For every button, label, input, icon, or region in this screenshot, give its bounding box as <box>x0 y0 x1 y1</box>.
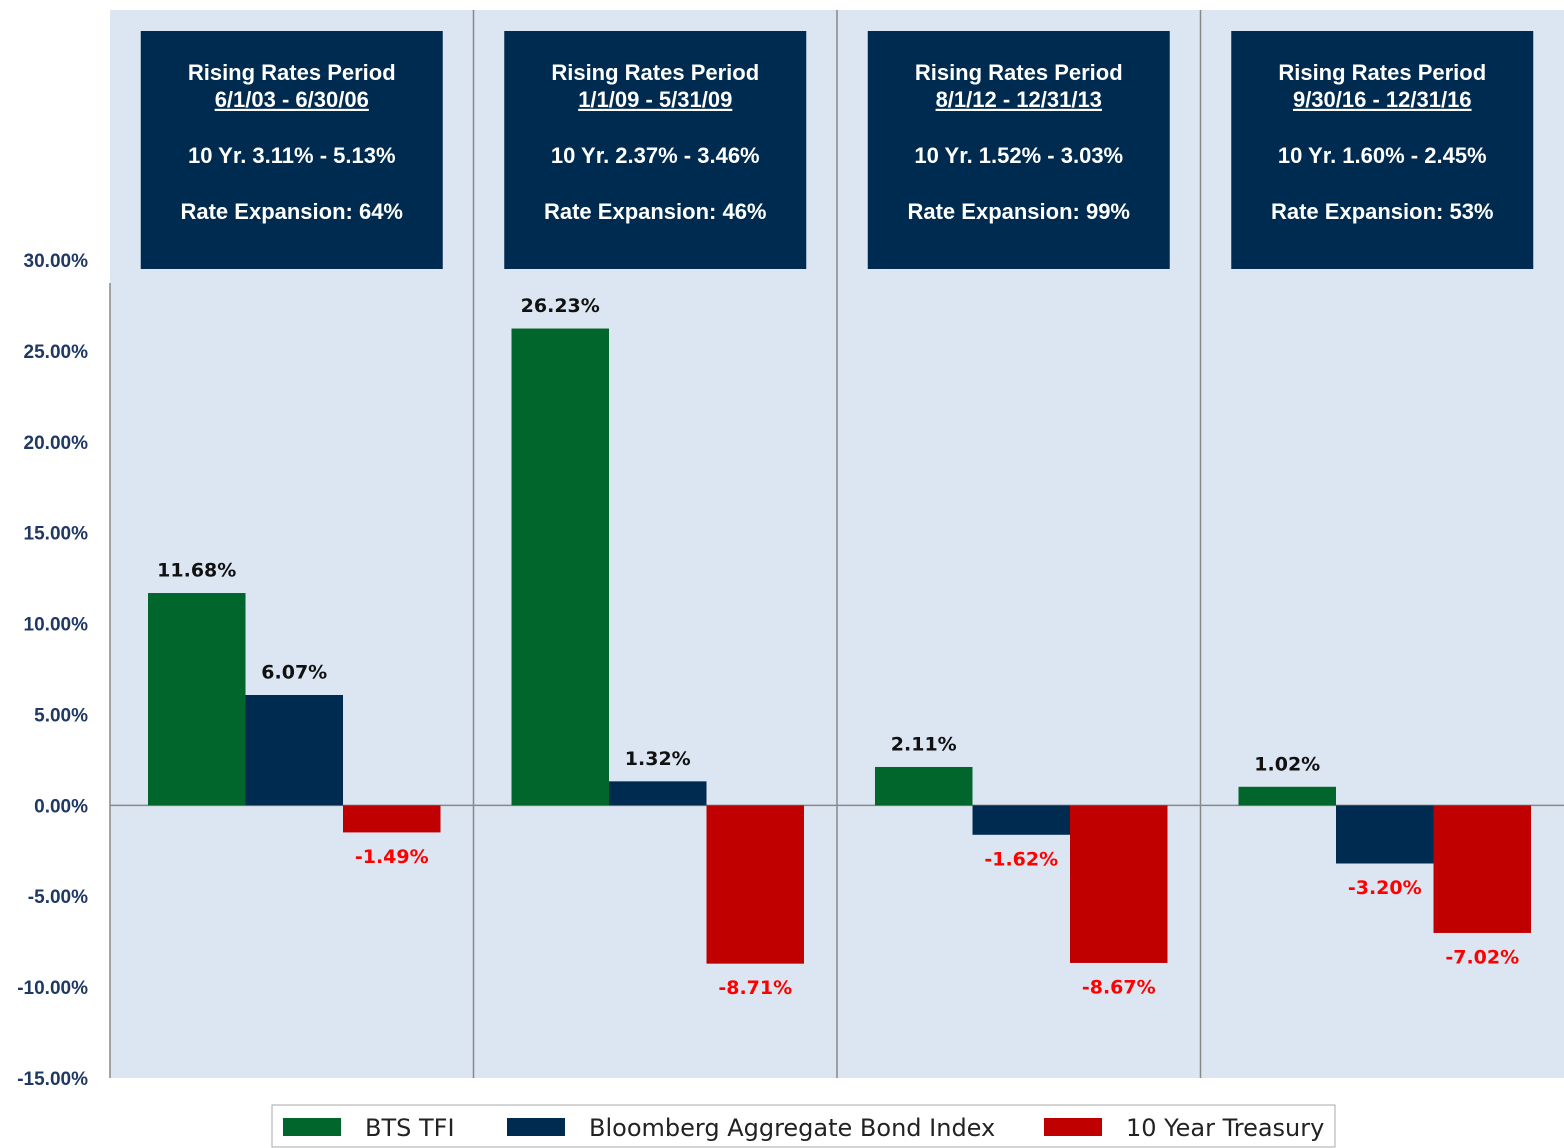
y-tick-label: -10.00% <box>17 978 88 999</box>
period-dates: 1/1/09 - 5/31/09 <box>578 87 732 112</box>
legend-label: Bloomberg Aggregate Bond Index <box>589 1114 995 1142</box>
legend-swatch <box>1044 1118 1102 1136</box>
value-label: -7.02% <box>1445 946 1519 968</box>
y-tick-label: 30.00% <box>24 251 89 272</box>
bar <box>706 805 804 964</box>
period-title: Rising Rates Period <box>551 60 759 85</box>
period-range: 10 Yr. 3.11% - 5.13% <box>188 143 396 168</box>
bar <box>343 805 441 833</box>
bar <box>1433 805 1531 933</box>
period-box <box>1231 31 1534 269</box>
bar <box>1070 805 1168 963</box>
period-dates: 8/1/12 - 12/31/13 <box>936 87 1102 112</box>
period-box <box>140 31 443 269</box>
period-range: 10 Yr. 1.60% - 2.45% <box>1278 143 1487 168</box>
bar <box>972 805 1070 835</box>
y-tick-label: 15.00% <box>24 524 89 545</box>
period-title: Rising Rates Period <box>915 60 1123 85</box>
bar <box>511 328 609 806</box>
period-range: 10 Yr. 2.37% - 3.46% <box>551 143 760 168</box>
period-dates: 9/30/16 - 12/31/16 <box>1293 87 1472 112</box>
period-expansion: Rate Expansion: 46% <box>544 199 767 224</box>
value-label: -3.20% <box>1348 877 1422 899</box>
bar <box>148 593 246 806</box>
y-tick-label: -15.00% <box>17 1069 88 1090</box>
bar <box>245 694 343 806</box>
y-tick-label: 0.00% <box>34 796 88 817</box>
bar <box>1336 805 1434 864</box>
legend-swatch <box>283 1118 341 1136</box>
value-label: -8.67% <box>1082 976 1156 998</box>
value-label: -1.62% <box>984 848 1058 870</box>
legend-label: 10 Year Treasury <box>1126 1114 1324 1142</box>
y-tick-label: 25.00% <box>24 342 89 363</box>
legend-label: BTS TFI <box>365 1114 455 1142</box>
bar <box>1238 786 1336 806</box>
y-tick-label: 5.00% <box>34 705 88 726</box>
value-label: 1.32% <box>625 748 691 770</box>
value-label: -1.49% <box>355 846 429 868</box>
bar <box>609 781 707 806</box>
value-label: 1.02% <box>1254 753 1320 775</box>
period-box <box>867 31 1170 269</box>
period-expansion: Rate Expansion: 64% <box>180 199 403 224</box>
y-tick-label: 20.00% <box>24 433 89 454</box>
period-title: Rising Rates Period <box>188 60 396 85</box>
bar <box>875 766 973 806</box>
value-label: 11.68% <box>157 560 236 582</box>
period-box <box>504 31 807 269</box>
period-title: Rising Rates Period <box>1278 60 1486 85</box>
period-expansion: Rate Expansion: 53% <box>1271 199 1494 224</box>
period-range: 10 Yr. 1.52% - 3.03% <box>914 143 1123 168</box>
value-label: 6.07% <box>261 661 327 683</box>
value-label: -8.71% <box>718 977 792 999</box>
legend-box <box>271 1104 1336 1148</box>
legend-swatch <box>507 1118 565 1136</box>
y-tick-label: -5.00% <box>28 887 88 908</box>
value-label: 26.23% <box>521 295 600 317</box>
period-dates: 6/1/03 - 6/30/06 <box>215 87 369 112</box>
y-tick-label: 10.00% <box>24 615 89 636</box>
period-expansion: Rate Expansion: 99% <box>907 199 1130 224</box>
value-label: 2.11% <box>891 733 957 755</box>
